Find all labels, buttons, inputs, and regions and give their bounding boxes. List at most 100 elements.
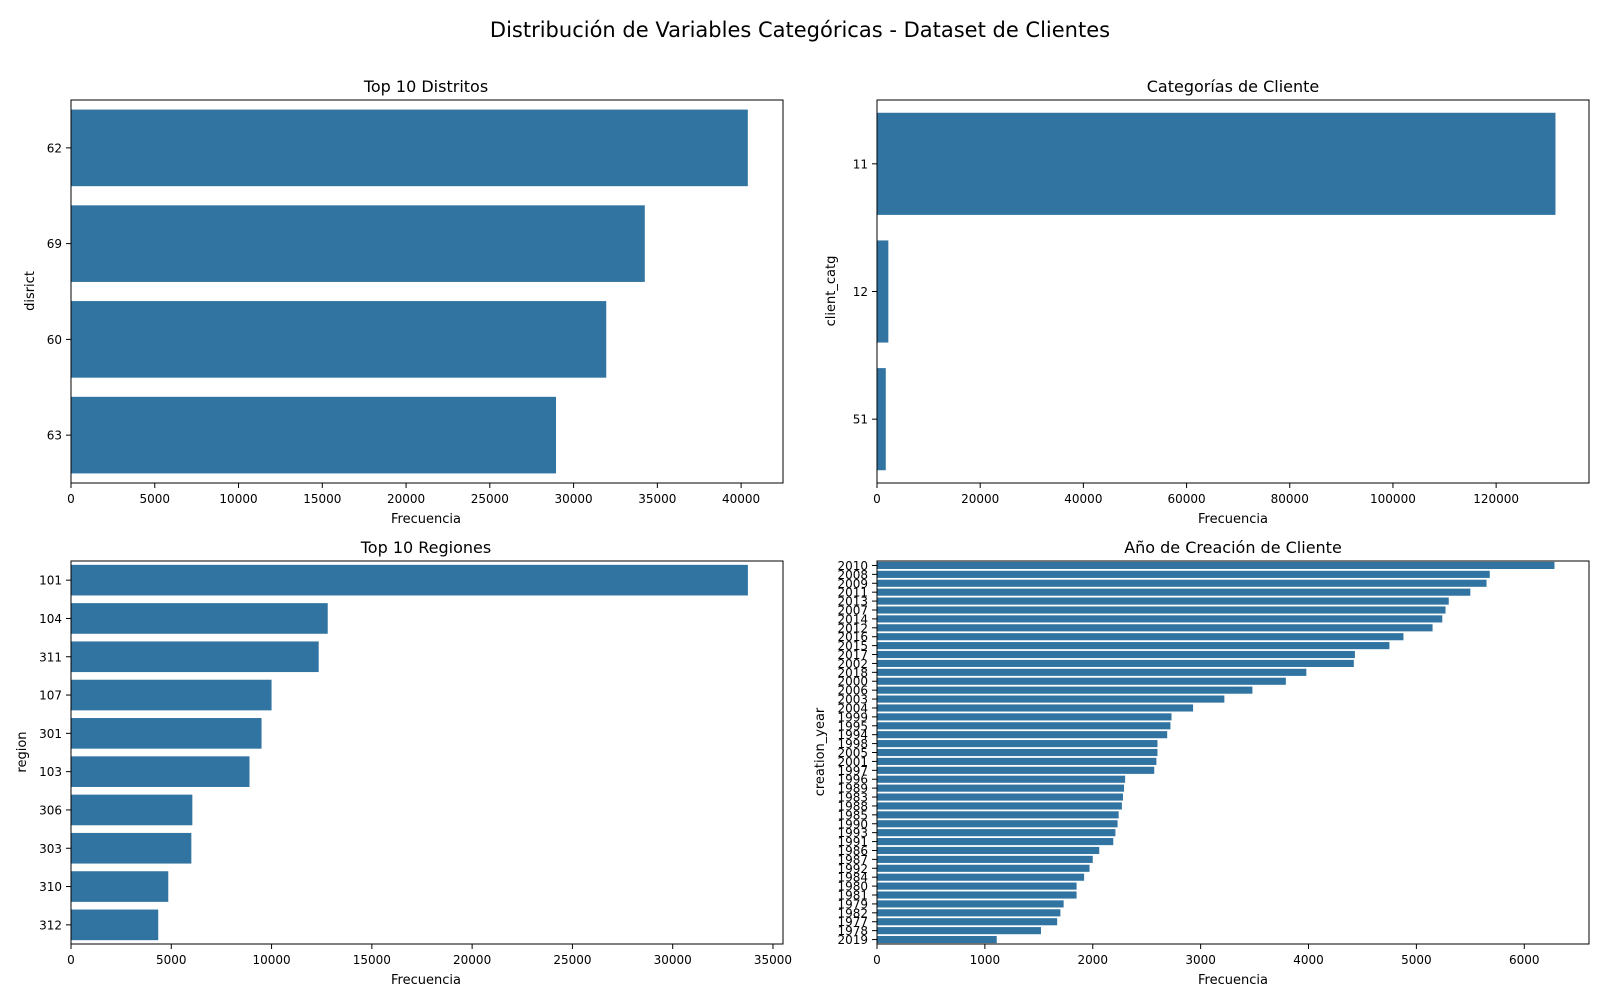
y-tick-labels: 11 12 51 — [853, 157, 877, 427]
bar — [877, 668, 1307, 676]
bar — [877, 624, 1433, 632]
x-tick-label: 40000 — [722, 492, 760, 506]
x-tick-label: 35000 — [754, 953, 792, 967]
bar — [877, 935, 997, 944]
y-tick-label: 2003 — [837, 693, 868, 707]
bar — [877, 112, 1556, 215]
y-tick-label: 2018 — [837, 666, 868, 680]
y-tick-label: 2010 — [837, 559, 868, 573]
bar — [877, 368, 886, 471]
bar — [877, 838, 1114, 846]
x-tick-label: 0 — [873, 953, 881, 967]
y-tick-label: 1983 — [837, 791, 868, 805]
y-tick-label: 1996 — [837, 773, 868, 787]
y-tick-label: 1986 — [837, 844, 868, 858]
y-tick-label: 1994 — [837, 728, 868, 742]
x-tick-label: 4000 — [1293, 953, 1324, 967]
bar — [877, 855, 1093, 863]
y-tick-label: 2014 — [837, 612, 868, 626]
y-tick-label: 2011 — [837, 586, 868, 600]
x-tick-label: 0 — [873, 492, 881, 506]
bar — [877, 882, 1077, 890]
bar — [877, 722, 1171, 730]
y-tick-label: 2005 — [837, 746, 868, 760]
bar — [877, 829, 1116, 837]
x-tick-labels: 0 5000 10000 15000 20000 25000 30000 35000 — [67, 944, 792, 967]
bar — [877, 659, 1354, 667]
bar — [877, 731, 1168, 739]
y-tick-label: 1982 — [837, 906, 868, 920]
bar — [71, 205, 645, 282]
bar — [877, 597, 1449, 605]
y-tick-labels: 62 69 60 63 — [47, 141, 71, 443]
y-tick-label: 1977 — [837, 915, 868, 929]
x-axis-label: Frecuencia — [391, 512, 461, 527]
x-tick-labels: 0 20000 40000 60000 80000 100000 120000 — [873, 483, 1519, 506]
y-tick-label: 312 — [39, 918, 62, 932]
bar — [877, 820, 1118, 828]
y-tick-label: 306 — [39, 803, 62, 817]
bar-marks — [877, 561, 1555, 944]
y-tick-label: 1991 — [837, 835, 868, 849]
bar — [877, 802, 1122, 810]
y-tick-label: 1985 — [837, 808, 868, 822]
bar — [877, 713, 1172, 721]
plot-frame — [70, 99, 784, 484]
bar — [877, 650, 1355, 659]
y-tick-label: 1979 — [837, 897, 868, 911]
bar — [71, 871, 169, 902]
x-tick-label: 20000 — [387, 492, 425, 506]
y-tick-label: 1999 — [837, 710, 868, 724]
bar — [71, 794, 193, 826]
bar — [877, 909, 1061, 917]
y-tick-label: 69 — [47, 237, 62, 251]
y-tick-label: 11 — [853, 157, 868, 171]
bar — [877, 918, 1058, 926]
x-tick-label: 3000 — [1185, 953, 1216, 967]
bar — [877, 784, 1125, 792]
bar — [71, 909, 159, 941]
bar — [877, 642, 1390, 650]
y-tick-label: 1997 — [837, 764, 868, 778]
bar — [877, 677, 1286, 685]
y-tick-label: 1989 — [837, 782, 868, 796]
bar — [877, 240, 889, 343]
y-tick-label: 101 — [39, 574, 62, 588]
y-tick-label: 1998 — [837, 737, 868, 751]
x-tick-labels: 0 1000 2000 3000 4000 5000 6000 — [873, 944, 1540, 967]
x-tick-labels: 0 5000 10000 15000 20000 25000 30000 35000 40000 — [67, 483, 760, 506]
bar — [877, 695, 1225, 703]
subplot-top-distritos: Top 10 Distritos 62 69 60 63 0 5000 10000 1500… — [23, 77, 784, 527]
x-tick-label: 25000 — [471, 492, 509, 506]
y-tick-label: 62 — [47, 141, 62, 155]
y-tick-label: 2015 — [837, 639, 868, 653]
bar — [71, 396, 556, 474]
bar — [877, 757, 1157, 765]
subplot-title: Categorías de Cliente — [1147, 77, 1320, 96]
bar — [877, 633, 1404, 641]
bar — [877, 864, 1090, 872]
bar — [877, 704, 1194, 712]
x-tick-label: 80000 — [1271, 492, 1309, 506]
x-tick-label: 15000 — [303, 492, 341, 506]
y-tick-label: 60 — [47, 333, 62, 347]
bar — [877, 606, 1446, 614]
bar — [877, 686, 1253, 694]
x-tick-label: 15000 — [353, 953, 391, 967]
y-tick-label: 2016 — [837, 630, 868, 644]
y-tick-label: 1981 — [837, 889, 868, 903]
figure-title: Distribución de Variables Categóricas - … — [490, 18, 1110, 42]
bar-marks — [71, 564, 748, 941]
bar — [71, 641, 319, 673]
bar — [71, 603, 328, 634]
y-axis-label: creation_year — [813, 707, 828, 796]
x-axis-label: Frecuencia — [1198, 973, 1268, 988]
bar — [877, 873, 1085, 881]
bar — [877, 900, 1064, 908]
x-tick-label: 5000 — [1401, 953, 1432, 967]
bar — [877, 570, 1490, 578]
subplot-title: Top 10 Distritos — [363, 77, 488, 96]
y-tick-label: 12 — [853, 285, 868, 299]
y-tick-label: 1984 — [837, 871, 868, 885]
